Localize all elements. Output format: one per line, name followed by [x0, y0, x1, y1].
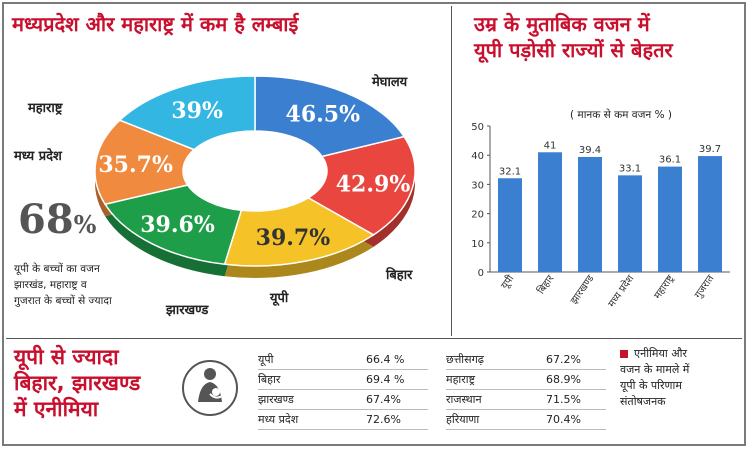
donut-label-up: यूपी — [270, 291, 289, 306]
x-category-label: झारखण्ड — [569, 273, 597, 306]
bar-title-line2: यूपी पड़ोसी राज्यों से बेहतर — [474, 38, 673, 62]
donut-label-mp: मध्य प्रदेश — [14, 149, 62, 164]
donut-value-label: 46.5% — [286, 102, 361, 128]
table-row: हरियाणा 70.4% — [446, 410, 606, 430]
vertical-divider — [451, 6, 452, 336]
bar-value-label: 36.1 — [659, 155, 681, 166]
bar-value-label: 39.7 — [699, 144, 721, 155]
bar-title-line1: उम्र के मुताबिक वजन में — [474, 12, 650, 36]
donut-chart: 46.5% 42.9% 39.7% 39.6% 35.7% 39% — [94, 75, 416, 278]
callout-line-3: गुजरात के बच्चों से ज्यादा — [14, 295, 112, 307]
state-name: झारखण्ड — [258, 393, 294, 406]
donut-label-jharkhand: झारखण्ड — [166, 303, 209, 318]
bar — [658, 166, 682, 272]
x-category-label: गुजरात — [693, 273, 717, 300]
y-tick-label: 10 — [471, 239, 484, 250]
donut-label-meghalaya: मेघालय — [372, 75, 408, 90]
bar-value-label: 41 — [544, 140, 557, 151]
state-value: 69.4 % — [366, 373, 405, 386]
state-value: 66.4 % — [366, 353, 405, 366]
anemia-title-2: बिहार, झारखण्ड — [14, 371, 141, 395]
bar — [538, 152, 562, 272]
donut-label-maharashtra: महाराष्ट्र — [28, 101, 63, 116]
anemia-table-left: यूपी 66.4 % बिहार 69.4 % झारखण्ड 67.4% मध्य… — [258, 350, 428, 430]
donut-label-bihar: बिहार — [386, 268, 413, 283]
x-category-label: बिहार — [535, 272, 557, 296]
state-value: 68.9% — [546, 373, 581, 386]
state-name: छत्तीसगढ़ — [446, 353, 484, 366]
bar-value-label: 33.1 — [619, 163, 641, 174]
y-tick-label: 0 — [478, 268, 484, 279]
table-row: राजस्थान 71.5% — [446, 390, 606, 410]
note-marker — [620, 350, 628, 358]
bar — [578, 156, 602, 272]
note-line-3: यूपी के परिणाम — [620, 379, 682, 392]
horizontal-divider — [6, 338, 742, 339]
state-value: 72.6% — [366, 413, 401, 426]
callout-68: 68% — [18, 196, 96, 243]
callout-number: 68 — [18, 196, 74, 243]
state-name: महाराष्ट्र — [446, 373, 476, 386]
note-line-2: वजन के मामले में — [620, 363, 690, 376]
bar-chart: 0 10 20 30 40 50 32.1 यूपी 41 बिहार 39.4 झारखण्ड 33.… — [471, 122, 730, 310]
callout-line-1: यूपी के बच्चों का वजन — [14, 263, 100, 275]
x-category-label: मध्य प्रदेश — [606, 273, 637, 310]
state-name: यूपी — [258, 353, 274, 366]
donut-value-label: 39.7% — [256, 225, 331, 251]
bar — [698, 156, 722, 272]
state-name: हरियाणा — [446, 413, 480, 426]
donut-value-label: 42.9% — [336, 172, 411, 198]
state-value: 67.2% — [546, 353, 581, 366]
x-category-label: महाराष्ट्र — [652, 273, 676, 301]
bar — [498, 178, 522, 272]
table-row: महाराष्ट्र 68.9% — [446, 370, 606, 390]
bar-value-label: 32.1 — [499, 166, 521, 177]
anemia-title-3: में एनीमिया — [14, 397, 99, 421]
y-tick-label: 40 — [471, 151, 484, 162]
bar — [618, 175, 642, 272]
note-line-1: एनीमिया और — [634, 347, 687, 360]
y-tick-label: 50 — [471, 122, 484, 133]
state-value: 71.5% — [546, 393, 581, 406]
y-tick-label: 30 — [471, 180, 484, 191]
table-row: मध्य प्रदेश 72.6% — [258, 410, 428, 430]
state-name: राजस्थान — [446, 393, 482, 406]
bar-value-label: 39.4 — [579, 145, 601, 156]
donut-value-label: 39% — [171, 98, 223, 124]
state-name: मध्य प्रदेश — [258, 413, 299, 426]
state-value: 70.4% — [546, 413, 581, 426]
note-line-4: संतोषजनक — [620, 395, 666, 408]
y-tick-label: 20 — [471, 210, 484, 221]
donut-hole — [183, 131, 327, 211]
donut-title: मध्यप्रदेश और महाराष्ट्र में कम है लम्बा… — [12, 12, 299, 36]
callout-line-2: झारखंड, महाराष्ट्र व — [14, 279, 87, 291]
anemia-table-right: छत्तीसगढ़ 67.2% महाराष्ट्र 68.9% राजस्थान 7… — [446, 350, 606, 430]
table-row: बिहार 69.4 % — [258, 370, 428, 390]
state-name: बिहार — [258, 373, 281, 386]
donut-value-label: 39.6% — [140, 212, 215, 238]
table-row: झारखण्ड 67.4% — [258, 390, 428, 410]
table-row: छत्तीसगढ़ 67.2% — [446, 350, 606, 370]
donut-value-label: 35.7% — [98, 152, 173, 178]
x-category-label: यूपी — [499, 273, 517, 292]
mother-child-icon — [182, 360, 238, 416]
anemia-title-1: यूपी से ज्यादा — [14, 345, 119, 369]
callout-percent: % — [73, 210, 97, 239]
table-row: यूपी 66.4 % — [258, 350, 428, 370]
state-value: 67.4% — [366, 393, 401, 406]
bar-subtitle: ( मानक से कम वजन % ) — [570, 109, 672, 121]
